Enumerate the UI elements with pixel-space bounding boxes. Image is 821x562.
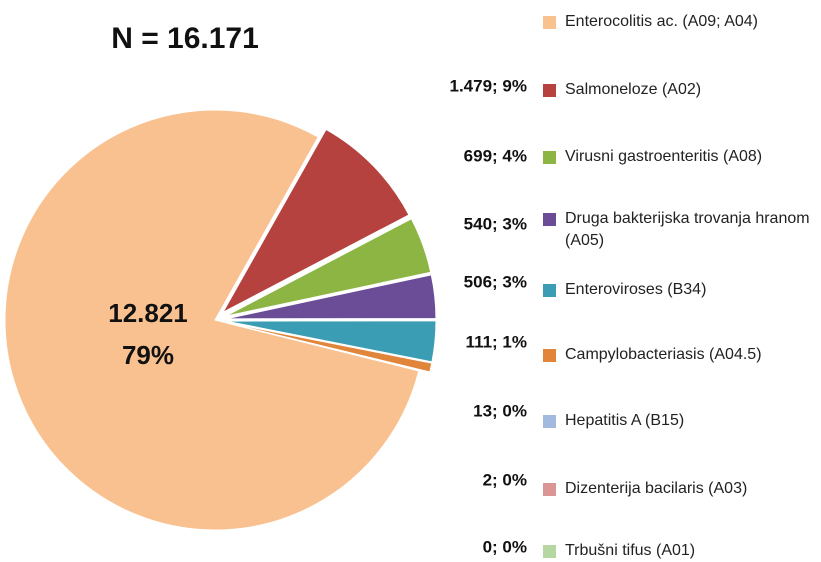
legend-swatch — [543, 414, 556, 428]
legend-swatch — [543, 83, 556, 97]
chart-title: N = 16.171 — [111, 22, 259, 55]
data-label: 1.479; 9% — [450, 76, 528, 95]
legend-swatch — [543, 348, 556, 362]
legend-label: Hepatitis A (B15) — [565, 412, 685, 429]
legend-label: Druga bakterijska trovanja hranom (A05) — [565, 210, 810, 249]
legend-swatch — [543, 150, 556, 164]
legend-swatch — [543, 15, 556, 29]
data-label: 0; 0% — [483, 537, 527, 556]
legend-label: Enteroviroses (B34) — [565, 281, 707, 298]
data-label: 12.821 — [108, 298, 188, 328]
legend-swatch — [543, 482, 556, 496]
legend-swatch — [543, 544, 556, 558]
legend-label: Virusni gastroenteritis (A08) — [565, 148, 763, 165]
data-label: 2; 0% — [483, 470, 527, 489]
pie-slice — [225, 320, 437, 363]
data-label: 506; 3% — [464, 272, 527, 291]
legend-swatch — [543, 212, 556, 226]
data-label: 699; 4% — [464, 146, 527, 165]
data-label: 111; 1% — [466, 332, 527, 351]
legend-label: Dizenterija bacilaris (A03) — [565, 480, 748, 497]
pie-slice — [4, 109, 420, 531]
legend-label: Trbušni tifus (A01) — [565, 542, 696, 559]
pie-slice — [225, 322, 430, 374]
data-label: 13; 0% — [473, 401, 527, 420]
data-label: 79% — [122, 340, 174, 370]
pie-slice — [221, 128, 410, 314]
legend-label: Salmoneloze (A02) — [565, 81, 702, 98]
legend-label: Campylobacteriasis (A04.5) — [565, 346, 762, 363]
data-label: 540; 3% — [464, 214, 527, 233]
pie-slice — [225, 218, 432, 317]
legend-label: Enterocolitis ac. (A09; A04) — [565, 13, 758, 30]
legend-swatch — [543, 283, 556, 297]
pie-slice — [225, 274, 437, 320]
